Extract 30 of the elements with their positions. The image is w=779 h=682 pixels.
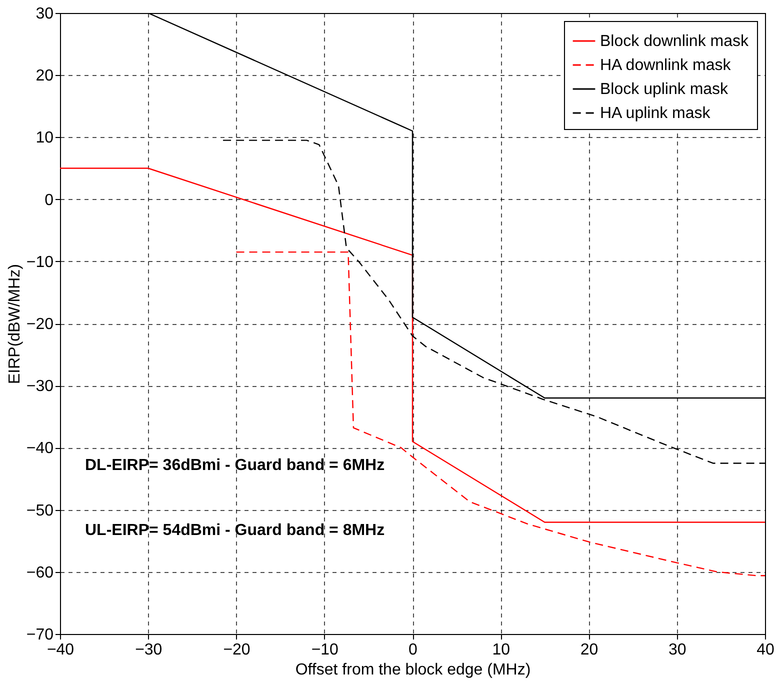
- x-tick-label: 0: [408, 642, 418, 658]
- y-tick-label: −60: [26, 564, 54, 582]
- line-series: [60, 168, 765, 523]
- line-series: [236, 251, 765, 576]
- y-tick-label: 20: [36, 68, 54, 85]
- legend-label: Block uplink mask: [600, 81, 730, 98]
- x-tick-label: 40: [756, 642, 774, 658]
- annotation: DL-EIRP= 36dBmi - Guard band = 6MHz: [85, 457, 385, 474]
- x-tick-label: −10: [311, 642, 339, 658]
- y-tick-label: −40: [26, 440, 54, 458]
- y-tick-label: −10: [26, 254, 54, 271]
- y-tick-label: −50: [26, 502, 54, 520]
- y-axis-title: EIRP(dBW/MHz): [6, 264, 24, 384]
- x-tick-label: 20: [580, 642, 598, 658]
- y-tick-label: 10: [36, 130, 54, 147]
- y-tick-label: −70: [26, 626, 54, 644]
- legend-label: HA uplink mask: [600, 105, 712, 122]
- x-tick-label: 30: [668, 642, 686, 658]
- y-tick-label: 0: [44, 192, 54, 209]
- x-tick-label: 10: [492, 642, 510, 658]
- x-axis-title: Offset from the block edge (MHz): [295, 662, 531, 678]
- annotation: UL-EIRP= 54dBmi - Guard band = 8MHz: [85, 522, 385, 539]
- legend-label: HA downlink mask: [600, 57, 732, 74]
- y-tick-label: −30: [26, 378, 54, 396]
- x-tick-label: −20: [223, 642, 250, 658]
- y-tick-label: −20: [26, 316, 54, 333]
- x-tick-label: −30: [135, 642, 162, 658]
- y-tick-label: 30: [36, 6, 54, 22]
- legend-label: Block downlink mask: [600, 33, 750, 50]
- x-tick-label: −40: [46, 642, 74, 658]
